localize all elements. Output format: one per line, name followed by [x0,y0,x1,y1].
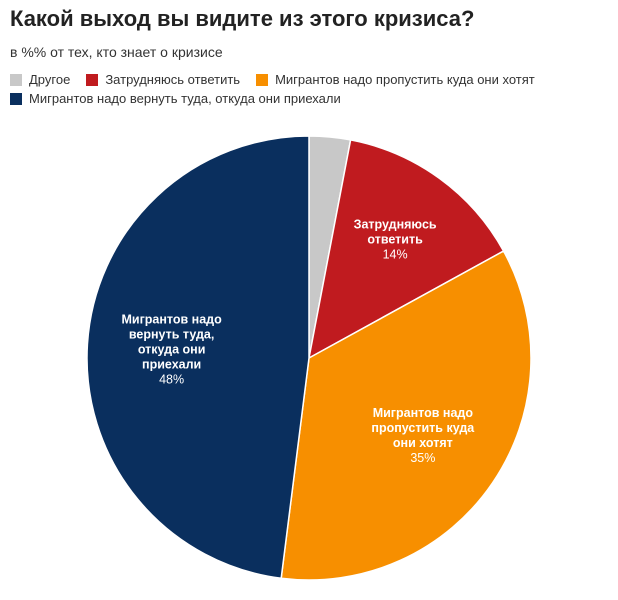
pie-slice[interactable] [307,139,505,360]
legend-item-undecided[interactable]: Затрудняюсь ответить [86,72,240,87]
slice-label: приехали [142,357,201,371]
slice-label: пропустить куда [371,421,475,435]
slice-label: вернуть туда, [129,327,214,341]
slice-label: они хотят [393,436,453,450]
pie-slice[interactable] [86,135,310,580]
chart-subtitle: в %% от тех, кто знает о кризисе [10,44,223,60]
legend-item-send-back[interactable]: Мигрантов надо вернуть туда, откуда они … [10,91,341,106]
legend-swatch [86,73,99,86]
chart-title: Какой выход вы видите из этого кризиса? [10,6,475,31]
legend-swatch [10,73,22,86]
legend-label: Другое [29,72,71,87]
slice-label: откуда они [138,342,206,356]
slice-value-label: 14% [383,247,408,261]
pie-slice[interactable] [280,250,532,581]
legend-swatch [10,92,22,105]
slice-label: Мигрантов надо [373,406,474,420]
chart-legend: Другое Затрудняюсь ответить Мигрантов на… [10,70,610,108]
legend-label: Мигрантов надо пропустить куда они хотят [275,72,535,87]
legend-swatch [256,73,269,86]
slice-label: Мигрантов надо [121,312,222,326]
slice-label: Затрудняюсь [354,217,437,231]
legend-item-other[interactable]: Другое [10,72,70,87]
legend-label: Мигрантов надо вернуть туда, откуда они … [29,91,341,106]
legend-label: Затрудняюсь ответить [105,72,241,87]
slice-value-label: 48% [159,372,184,386]
slice-value-label: 35% [410,451,435,465]
slice-label: ответить [367,232,423,246]
legend-item-let-through[interactable]: Мигрантов надо пропустить куда они хотят [256,72,535,87]
